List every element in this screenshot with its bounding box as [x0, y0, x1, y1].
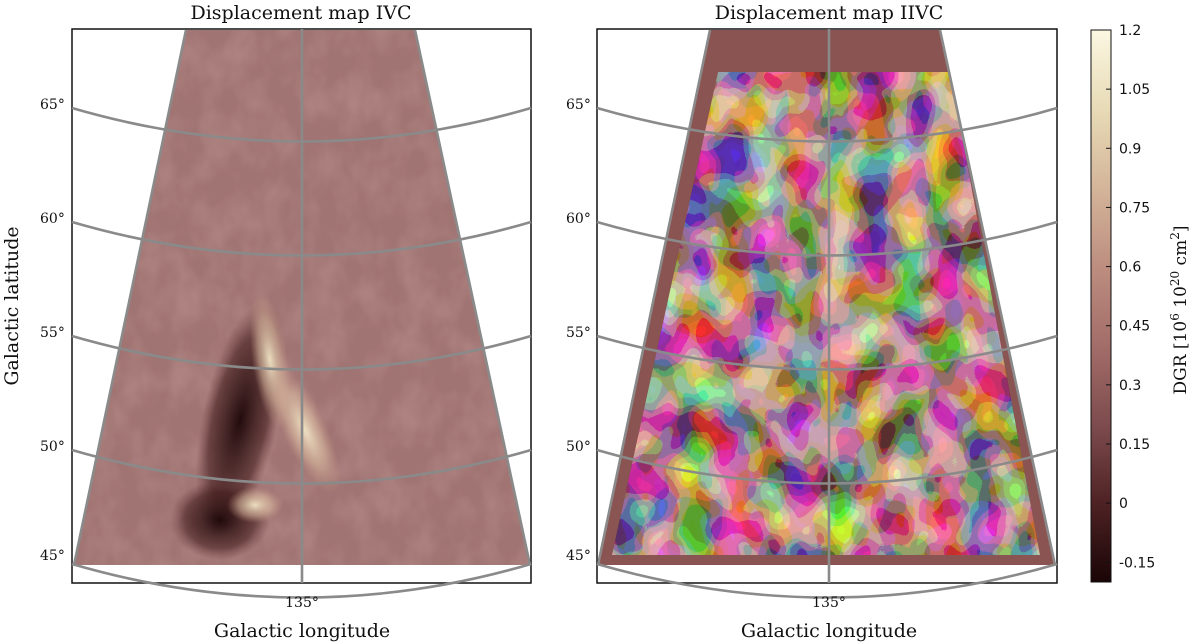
y-tick-label: 50°	[40, 439, 65, 455]
colorbar: 1.2 1.05 0.9 0.75 0.6 0.45 0.3 0.15 0 -0.15 DGR […	[1090, 23, 1191, 583]
colorbar-gradient	[1090, 29, 1112, 583]
colorbar-label-sup: 20	[1168, 271, 1182, 286]
panel-title: Displacement map IVC	[191, 2, 412, 24]
meridian-edge	[938, 29, 1057, 566]
y-axis-label: Galactic latitude	[1, 226, 23, 385]
y-tick-labels: 65° 60° 55° 50° 45°	[40, 97, 65, 564]
colorbar-tick-label: 0.3	[1119, 378, 1141, 394]
x-axis-label: Galactic longitude	[214, 620, 390, 642]
parallel-60	[596, 220, 1058, 257]
y-tick-label: 55°	[40, 325, 65, 341]
colorbar-ticks: 1.2 1.05 0.9 0.75 0.6 0.45 0.3 0.15 0 -0.15	[1106, 23, 1155, 571]
parallel-50	[596, 448, 1058, 485]
colorbar-label-part: 10	[1171, 286, 1191, 313]
plot-frame	[596, 28, 1058, 584]
panel-iivc: Displacement map IIVC 65° 60° 55° 50° 45…	[566, 2, 1058, 642]
parallel-45	[71, 562, 532, 599]
heatmap-texture	[612, 72, 1040, 555]
colorbar-tick-label: -0.15	[1119, 555, 1155, 571]
graticule	[596, 29, 1058, 599]
meridian-edge	[413, 29, 532, 566]
parallel-65	[71, 106, 532, 143]
feature-bright-ridge	[227, 487, 283, 523]
y-tick-label: 50°	[566, 439, 591, 455]
y-tick-label: 45°	[40, 548, 65, 564]
colorbar-label-part: cm	[1171, 240, 1191, 271]
x-tick-label: 135°	[285, 595, 319, 611]
parallel-65	[596, 106, 1058, 143]
panel-ivc: Displacement map IVC	[1, 2, 532, 642]
colorbar-tick-label: 0.45	[1119, 319, 1150, 335]
x-axis-label: Galactic longitude	[741, 620, 917, 642]
colorbar-tick-label: 0.6	[1119, 260, 1141, 276]
parallel-60	[71, 220, 532, 257]
parallel-50	[71, 448, 532, 485]
y-tick-label: 65°	[566, 97, 591, 113]
parallel-45	[596, 562, 1058, 599]
y-tick-labels: 65° 60° 55° 50° 45°	[566, 97, 591, 564]
colorbar-label-part: ]	[1171, 226, 1191, 233]
y-tick-label: 55°	[566, 325, 591, 341]
colorbar-tick-label: 0	[1119, 496, 1128, 512]
feature-bright-ridge	[269, 365, 341, 495]
y-tick-label: 60°	[40, 211, 65, 227]
heatmap-texture	[74, 30, 530, 565]
heatmap-surface	[74, 30, 530, 565]
meridian-edge	[596, 29, 712, 566]
colorbar-label-part: DGR [10	[1171, 321, 1191, 395]
colorbar-label: DGR [106 1020 cm2]	[1168, 226, 1191, 395]
y-tick-label: 65°	[40, 97, 65, 113]
colorbar-tick-label: 0.15	[1119, 437, 1150, 453]
graticule	[71, 29, 532, 599]
x-tick-label: 135°	[812, 595, 846, 611]
parallel-55	[596, 334, 1058, 371]
parallel-55	[71, 334, 532, 371]
colorbar-label-sup: 2	[1168, 232, 1182, 240]
meridian-edge	[72, 29, 188, 566]
y-tick-label: 45°	[566, 548, 591, 564]
y-tick-label: 60°	[566, 211, 591, 227]
colorbar-label-sup: 6	[1168, 313, 1182, 321]
panel-title: Displacement map IIVC	[715, 2, 944, 24]
colorbar-tick-label: 1.2	[1119, 23, 1141, 39]
colorbar-tick-label: 0.9	[1119, 141, 1141, 157]
colorbar-tick-label: 0.75	[1119, 200, 1150, 216]
colorbar-tick-label: 1.05	[1119, 82, 1150, 98]
